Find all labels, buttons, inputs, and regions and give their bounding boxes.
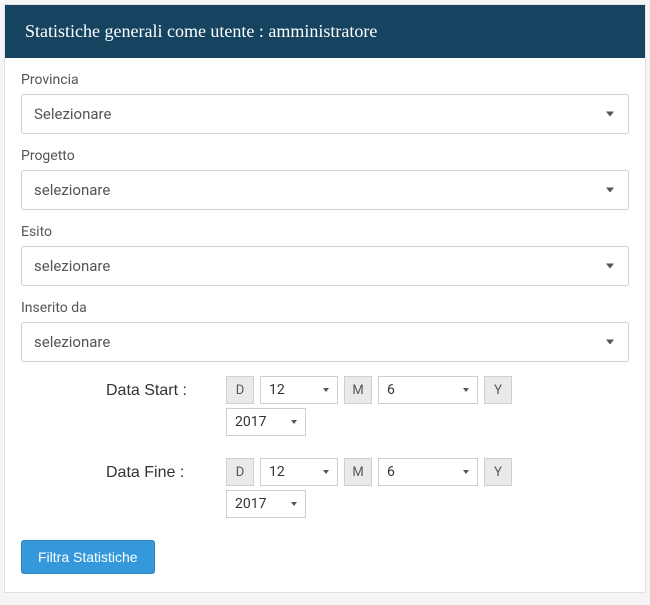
stats-panel: Statistiche generali come utente : ammin… <box>4 4 646 593</box>
month-label: M <box>344 458 372 486</box>
chevron-down-icon <box>291 502 297 506</box>
chevron-down-icon <box>606 340 614 345</box>
day-label: D <box>226 376 254 404</box>
date-fine-label: Data Fine : <box>106 458 226 484</box>
date-start-month-select[interactable]: 6 <box>378 376 478 404</box>
inserito-da-select[interactable]: selezionare <box>21 322 629 362</box>
year-label: Y <box>484 376 512 404</box>
chevron-down-icon <box>463 470 469 474</box>
inserito-da-value: selezionare <box>34 333 110 351</box>
date-start-label: Data Start : <box>106 376 226 402</box>
progetto-label: Progetto <box>21 148 629 164</box>
date-fine-row: Data Fine : D 12 M 6 Y <box>21 458 629 522</box>
date-start-widgets: D 12 M 6 Y 2017 <box>226 376 629 440</box>
esito-select[interactable]: selezionare <box>21 246 629 286</box>
date-fine-day-value: 12 <box>269 464 285 480</box>
panel-header: Statistiche generali come utente : ammin… <box>5 5 645 58</box>
month-label: M <box>344 376 372 404</box>
chevron-down-icon <box>606 112 614 117</box>
field-esito: Esito selezionare <box>21 224 629 286</box>
chevron-down-icon <box>323 388 329 392</box>
date-start-day-value: 12 <box>269 382 285 398</box>
esito-label: Esito <box>21 224 629 240</box>
field-provincia: Provincia Selezionare <box>21 72 629 134</box>
provincia-label: Provincia <box>21 72 629 88</box>
panel-body: Provincia Selezionare Progetto seleziona… <box>5 58 645 592</box>
date-fine-day-select[interactable]: 12 <box>260 458 338 486</box>
chevron-down-icon <box>606 264 614 269</box>
esito-value: selezionare <box>34 257 110 275</box>
chevron-down-icon <box>291 420 297 424</box>
progetto-value: selezionare <box>34 181 110 199</box>
chevron-down-icon <box>323 470 329 474</box>
progetto-select[interactable]: selezionare <box>21 170 629 210</box>
date-fine-month-select[interactable]: 6 <box>378 458 478 486</box>
date-fine-year-select[interactable]: 2017 <box>226 490 306 518</box>
date-fine-month-value: 6 <box>387 464 395 480</box>
date-fine-widgets: D 12 M 6 Y 2017 <box>226 458 629 522</box>
day-label: D <box>226 458 254 486</box>
date-start-month-value: 6 <box>387 382 395 398</box>
chevron-down-icon <box>606 188 614 193</box>
panel-title: Statistiche generali come utente : ammin… <box>25 21 377 41</box>
inserito-da-label: Inserito da <box>21 300 629 316</box>
field-inserito-da: Inserito da selezionare <box>21 300 629 362</box>
field-progetto: Progetto selezionare <box>21 148 629 210</box>
provincia-select[interactable]: Selezionare <box>21 94 629 134</box>
date-start-year-select[interactable]: 2017 <box>226 408 306 436</box>
date-start-year-value: 2017 <box>235 414 266 430</box>
provincia-value: Selezionare <box>34 105 111 123</box>
date-start-day-select[interactable]: 12 <box>260 376 338 404</box>
year-label: Y <box>484 458 512 486</box>
chevron-down-icon <box>463 388 469 392</box>
filter-button[interactable]: Filtra Statistiche <box>21 540 155 574</box>
date-fine-year-value: 2017 <box>235 496 266 512</box>
date-start-row: Data Start : D 12 M 6 Y <box>21 376 629 440</box>
